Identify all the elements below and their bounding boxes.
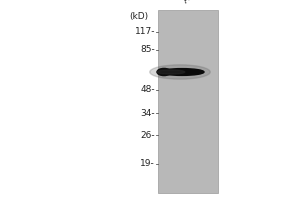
Text: 85-: 85- xyxy=(140,46,155,54)
Text: 48-: 48- xyxy=(140,86,155,95)
Ellipse shape xyxy=(157,68,171,76)
Text: 34-: 34- xyxy=(140,108,155,117)
Text: (kD): (kD) xyxy=(129,12,148,21)
Bar xyxy=(158,10,218,193)
Ellipse shape xyxy=(157,70,185,74)
Ellipse shape xyxy=(160,69,204,75)
Text: A549: A549 xyxy=(182,0,205,5)
Text: 117-: 117- xyxy=(134,27,155,36)
Text: 26-: 26- xyxy=(140,130,155,140)
Text: 19-: 19- xyxy=(140,160,155,168)
Ellipse shape xyxy=(150,65,210,79)
